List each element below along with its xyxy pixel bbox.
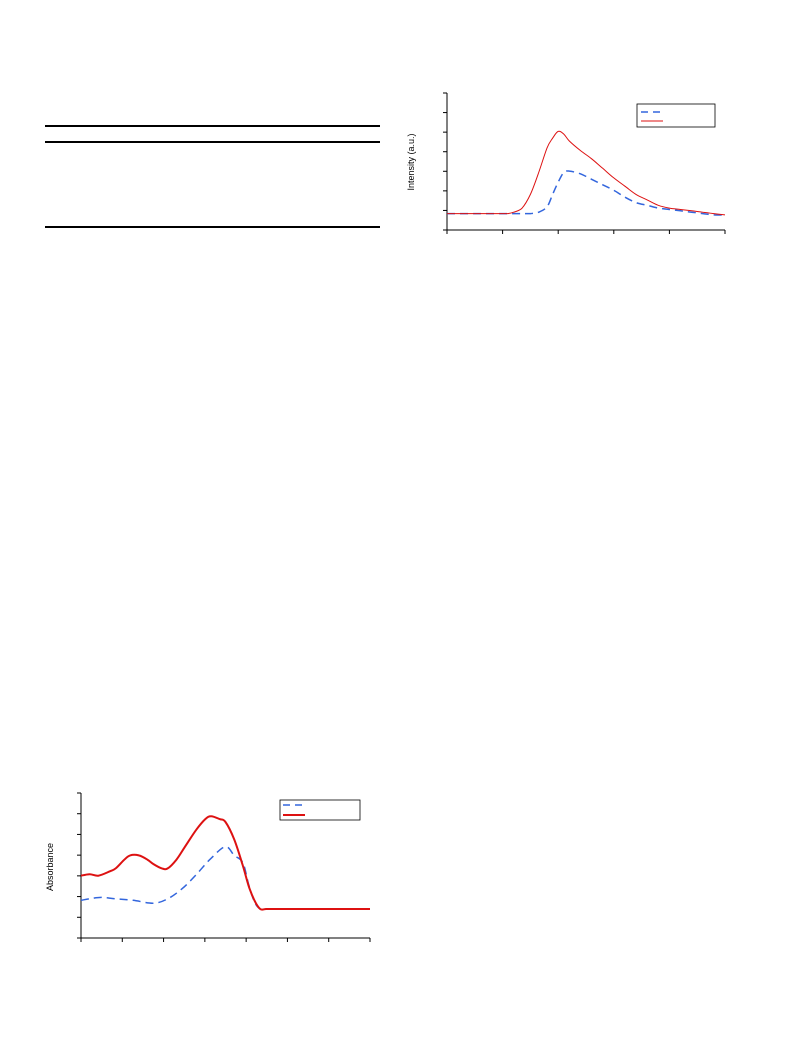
chart-frame xyxy=(446,93,725,231)
table-bottom-rule xyxy=(45,226,380,228)
series-line-2 xyxy=(446,130,726,216)
absorbance-chart: Absorbance xyxy=(45,792,371,942)
table-top-rule xyxy=(45,125,380,127)
table-column-rule xyxy=(299,141,349,143)
series-group xyxy=(80,815,370,911)
intensity-chart: Intensity (a.u.) xyxy=(406,92,726,234)
table-column-rule xyxy=(204,141,254,143)
series-group xyxy=(446,130,726,216)
tick-marks xyxy=(77,792,371,942)
y-axis-label: Intensity (a.u.) xyxy=(406,133,416,190)
legend xyxy=(279,799,361,821)
chart-frame xyxy=(80,793,370,939)
legend-box xyxy=(636,103,716,128)
tick-marks xyxy=(443,92,726,234)
legend xyxy=(636,103,716,128)
legend-box xyxy=(279,799,361,821)
series-line-1 xyxy=(80,845,370,911)
y-axis-label: Absorbance xyxy=(45,843,55,891)
table-column-rule xyxy=(100,141,151,143)
series-line-1 xyxy=(446,170,726,216)
series-line-2 xyxy=(80,815,370,911)
